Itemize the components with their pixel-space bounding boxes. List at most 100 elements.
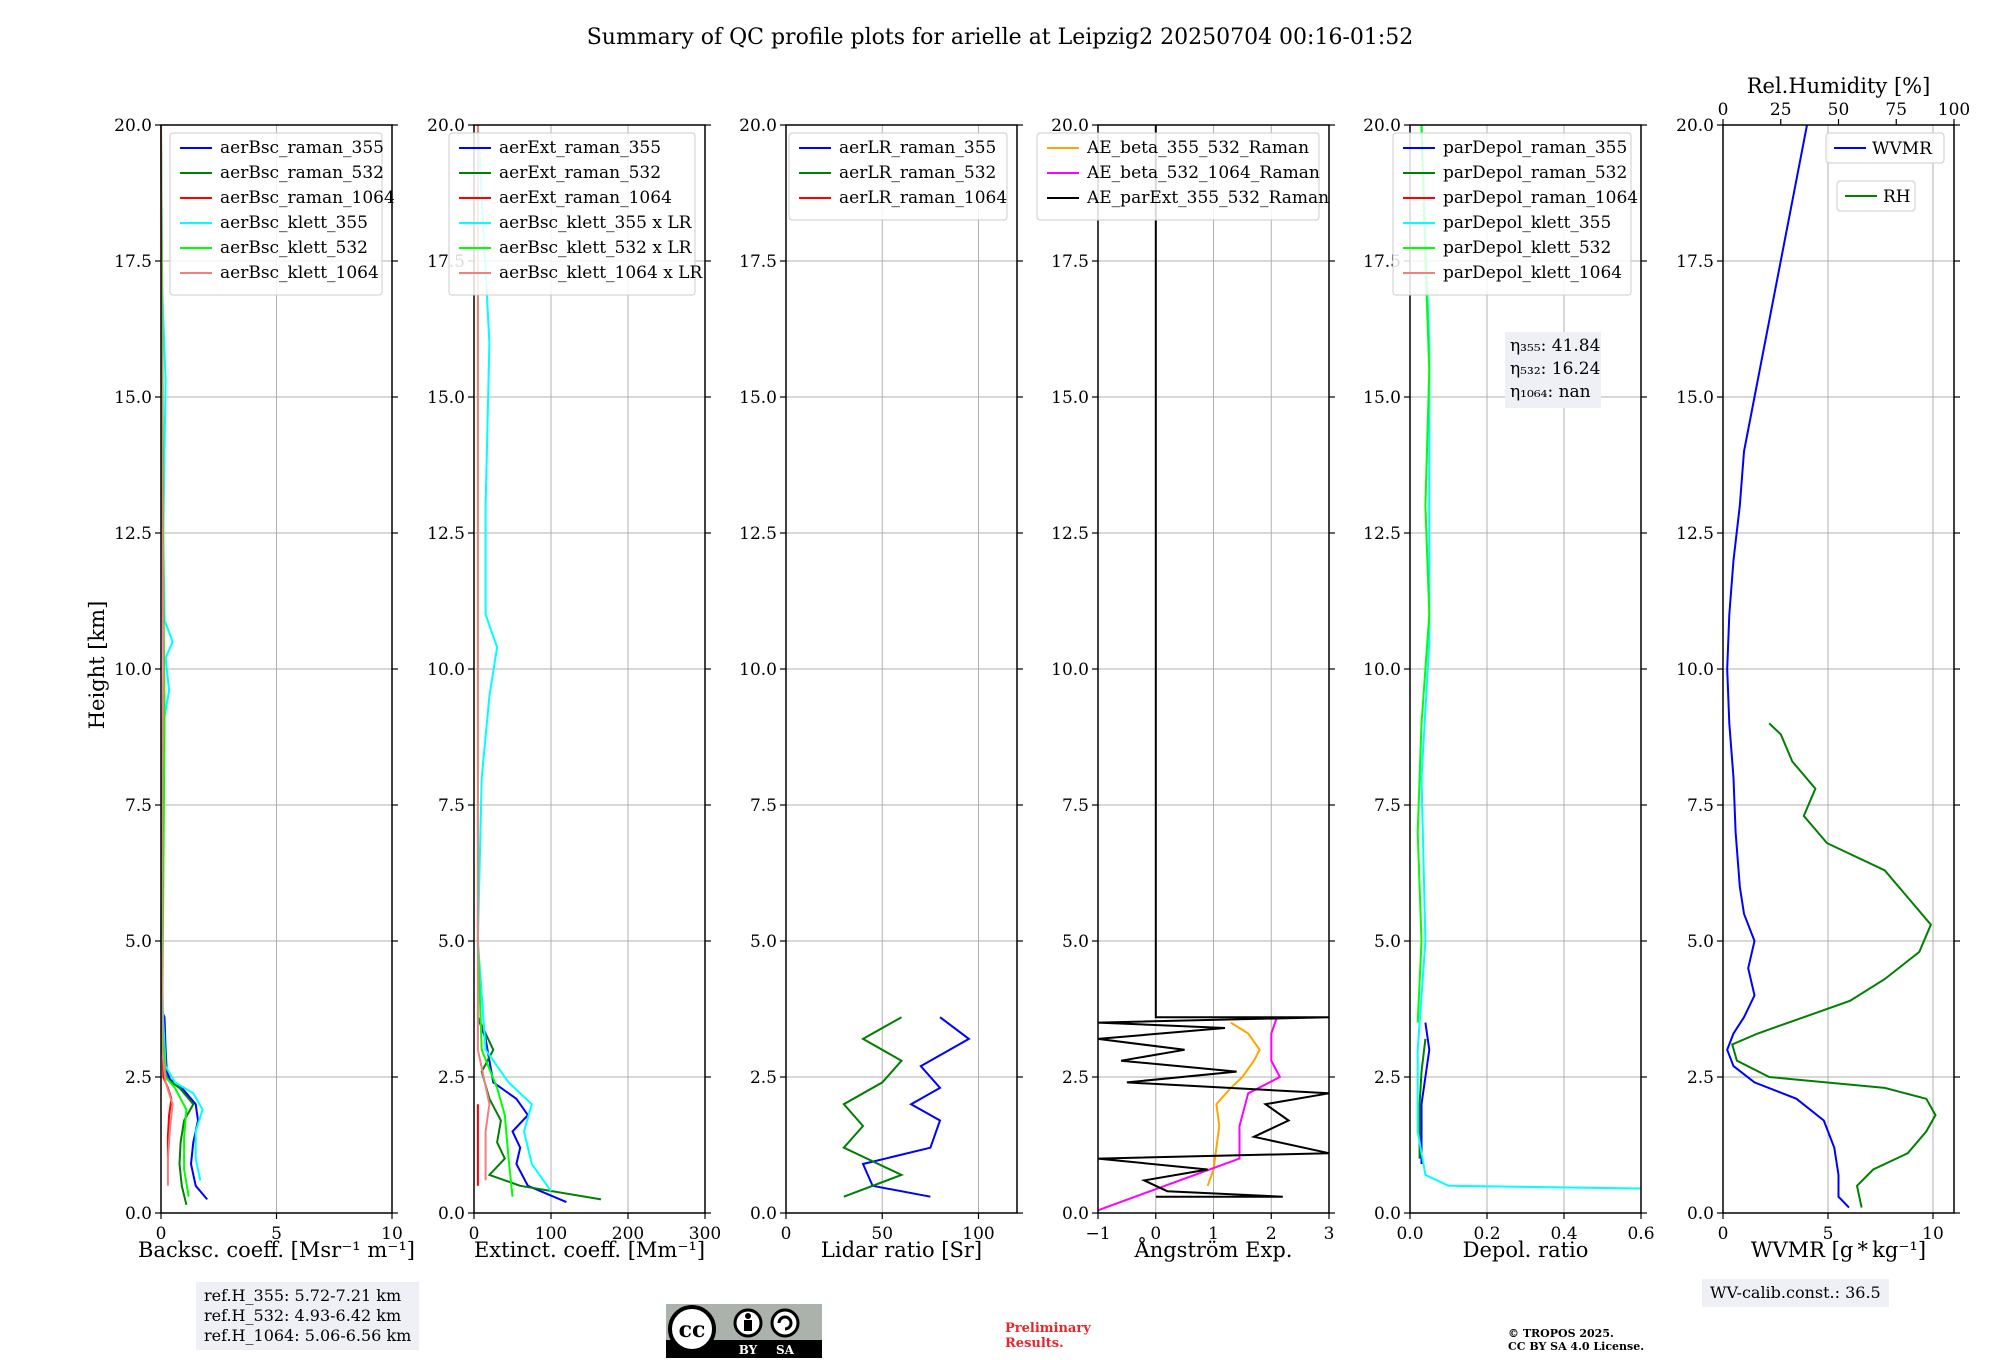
legend-box [169,132,383,296]
x2-tick-label: 25 [1770,100,1792,120]
x-tick-label: 10 [381,1224,403,1244]
panel-2: 0.02.55.07.510.012.515.017.520.00 100 200 3… [427,116,721,1262]
panel-6: 0.02.55.07.510.012.515.017.520.00 5 10WVMR… [1676,74,1970,1262]
annotation-line: η₃₅₅: 41.84 [1510,336,1600,356]
y-tick-label: 15.0 [1363,388,1401,408]
y-axis-label: Height [km] [85,601,109,730]
x-tick-label: 2 [1266,1224,1277,1244]
y-tick-label: 10.0 [427,660,465,680]
y-tick-label: 10.0 [739,660,777,680]
series-line-RH [1730,722,1937,1208]
series-line-aerBsc_klett_1064 [160,124,174,1186]
y-tick-label: 15.0 [1051,388,1089,408]
y-tick-label: 12.5 [1676,524,1714,544]
y-tick-label: 12.5 [1363,524,1401,544]
legend-label: aerBsc_klett_1064 x LR [499,263,703,283]
x-tick-label: 0 [1150,1224,1161,1244]
series-line-WVMR [1726,124,1850,1209]
legend-label: aerExt_raman_355 [499,138,661,158]
y-tick-label: 10.0 [1051,660,1089,680]
series-line-aerBsc_klett_355 x LR [476,124,552,1192]
panels: 0.02.55.07.510.012.515.017.520.00 5 10Back… [114,74,1970,1262]
legend-label: aerBsc_klett_355 x LR [499,213,693,233]
y-tick-label: 2.5 [750,1068,777,1088]
legend-box [1036,132,1320,221]
legend-label: parDepol_raman_1064 [1443,188,1638,208]
y-tick-label: 7.5 [125,796,152,816]
x-tick-label: −1 [1085,1224,1110,1244]
legend-label: AE_parExt_355_532_Raman [1086,188,1329,208]
y-tick-label: 17.5 [1676,252,1714,272]
reference-height-box: ref.H_355: 5.72-7.21 km ref.H_532: 4.93-… [196,1282,420,1350]
legend-label: parDepol_klett_1064 [1443,263,1622,283]
share-alike-icon [770,1308,800,1338]
y-tick-label: 5.0 [1687,932,1714,952]
legend-label: aerBsc_klett_355 [220,213,368,233]
panel-3: 0.0 2.5 5.0 7.5 10.0 12.5 15.0 17.5 20.0 0 50 100Li… [739,116,1023,1262]
x-tick-label: 200 [612,1224,644,1244]
y-tick-label: 15.0 [114,388,152,408]
y-tick-label: 12.5 [739,524,777,544]
x-axis-label: Backsc. coeff. [Msr⁻¹ m⁻¹] [138,1238,415,1262]
y-tick-label: 7.5 [1062,796,1089,816]
y-tick-label: 2.5 [125,1068,152,1088]
badge-sa: SA [776,1343,795,1357]
x2-tick-label: 0 [1718,100,1729,120]
legend-label: aerBsc_klett_532 [220,238,368,258]
legend-label: aerBsc_raman_355 [220,138,384,158]
series-line-parDepol_raman_355 [1420,1022,1431,1164]
legend-label: aerExt_raman_1064 [499,188,672,208]
copyright-line-2: CC BY SA 4.0 License. [1508,1340,1645,1353]
legend-label: parDepol_raman_532 [1443,163,1627,183]
wv-calibration-box: WV-calib.const.: 36.5 [1702,1279,1889,1307]
copyright-note: © TROPOS 2025. CC BY SA 4.0 License. [1508,1327,1644,1353]
y-tick-label: 5.0 [1374,932,1401,952]
cc-text: cc [679,1317,706,1343]
series-line-parDepol_klett_532 [1416,124,1431,1023]
x-tick-label: 0.0 [1396,1224,1423,1244]
series-line-AE_beta_532_1064_Raman [1097,1016,1282,1212]
series-line-aerBsc_raman_532 [161,1017,195,1206]
y-tick-label: 2.5 [1687,1068,1714,1088]
y-tick-label: 5.0 [125,932,152,952]
y-tick-label: 20.0 [1051,116,1089,136]
panel-4: 0.0 2.5 5.0 7.5 10.0 12.5 15.0 17.5 20.0 −1 0 1 2 3 Ån… [1036,116,1335,1262]
y-tick-label: 17.5 [1051,252,1089,272]
legend-box [788,132,1008,221]
wv-calibration-constant: WV-calib.const.: 36.5 [1710,1283,1881,1302]
legend-label: aerBsc_raman_532 [220,163,384,183]
y-tick-label: 2.5 [1062,1068,1089,1088]
annotation-line: η₁₀₆₄: nan [1510,382,1591,402]
y-tick-label: 5.0 [438,932,465,952]
y-tick-label: 15.0 [1676,388,1714,408]
preliminary-line-1: Preliminary [1005,1321,1091,1336]
annotation-box [1505,332,1601,408]
x-tick-label: 100 [962,1224,994,1244]
y-tick-label: 15.0 [739,388,777,408]
x-tick-label: 0 [469,1224,480,1244]
x-tick-label: 300 [689,1224,721,1244]
legend-box [1392,132,1632,296]
x-tick-label: 5 [271,1224,282,1244]
y-tick-label: 0.0 [1062,1204,1089,1224]
y-tick-label: 20.0 [1676,116,1714,136]
legend-label: parDepol_klett_532 [1443,238,1611,258]
y-tick-label: 20.0 [739,116,777,136]
x-axis-label: Ångström Exp. [1134,1237,1293,1262]
legend-box [1825,132,1945,164]
x-tick-label: 3 [1324,1224,1335,1244]
legend-label: aerLR_raman_1064 [839,188,1007,208]
x-tick-label: 0.2 [1473,1224,1500,1244]
y-tick-label: 0.0 [750,1204,777,1224]
series-line-aerLR_raman_532 [842,1016,905,1198]
y-tick-label: 12.5 [427,524,465,544]
y-tick-label: 20.0 [114,116,152,136]
series-line-aerLR_raman_355 [861,1016,971,1198]
x2-tick-label: 50 [1828,100,1850,120]
copyright-line-1: © TROPOS 2025. [1508,1327,1614,1340]
legend-label: AE_beta_532_1064_Raman [1086,163,1320,183]
y-tick-label: 10.0 [1676,660,1714,680]
y-tick-label: 0.0 [438,1204,465,1224]
badge-by: BY [739,1343,758,1357]
ref-h-532: ref.H_532: 4.93-6.42 km [204,1306,402,1325]
